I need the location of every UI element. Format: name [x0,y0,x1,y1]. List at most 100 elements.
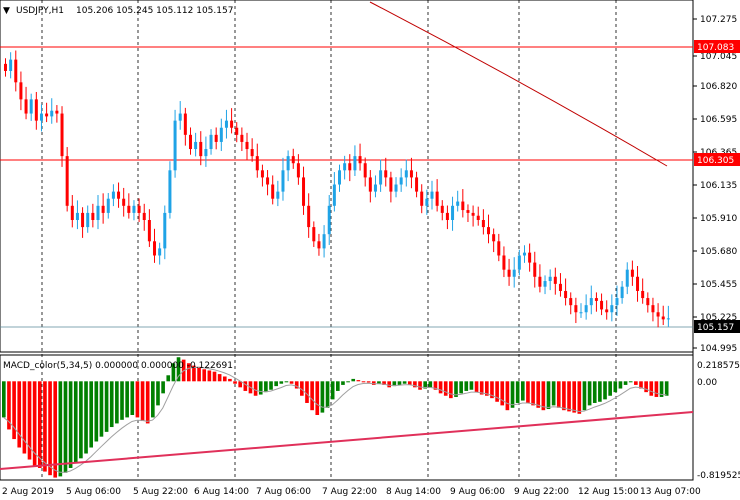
candle-body [245,141,249,150]
candle-body [204,149,208,157]
macd-bar [366,381,371,383]
macd-bar [644,381,648,393]
macd-bar [310,381,314,411]
macd-bar [572,381,577,413]
macd-bar [628,381,633,383]
macd-bar [618,381,623,389]
macd-indicator-label: MACD_color(5,34,5) 0.000000 0.000000 -0.… [3,361,233,371]
candle-body [430,191,434,199]
candle-body [476,215,480,220]
macd-bar [258,381,263,395]
candle-body [600,300,604,310]
price-tick-label: 106.135 [700,181,737,191]
candle-body [209,134,213,150]
time-tick-label: 13 Aug 07:00 [640,487,701,497]
price-level-label-2: 106.305 [694,153,740,166]
candle-body [512,269,516,277]
candle-body [219,127,223,142]
candle-body [528,252,532,263]
macd-trendline[interactable] [0,411,694,470]
candle-body [502,255,506,270]
macd-bar [479,381,484,395]
candle-body [471,212,475,216]
macd-bar [84,381,88,454]
symbol-dropdown-icon[interactable]: ▼ [3,6,10,16]
macd-bar [2,381,6,418]
macd-bar [520,381,525,401]
candle-body [404,170,408,178]
candle-body [117,191,121,199]
candle-body [75,212,79,220]
candle-body [574,305,578,313]
candle-body [168,170,172,213]
macd-bar [48,381,52,476]
candle-body [507,269,511,277]
macd-bar [361,381,366,383]
macd-bar [274,381,278,387]
candle-body [281,170,285,192]
macd-bar [541,381,546,411]
candle-body [379,170,383,185]
price-tick-label: 106.820 [700,82,737,92]
candle-body [147,220,151,242]
macd-bar [500,381,505,406]
candle-body [384,170,388,178]
moving-average-line[interactable] [369,1,668,167]
macd-bar [438,381,443,394]
candle-body [55,110,59,114]
macd-bar [212,371,217,382]
macd-bar [156,381,160,406]
macd-bar [27,381,32,460]
candle-body [343,163,347,171]
candle-body [394,184,398,192]
candle-body [91,212,95,220]
candle-body [178,113,182,121]
macd-bar [17,381,22,448]
time-axis: 2 Aug 2019 5 Aug 06:00 5 Aug 22:00 6 Aug 14… [2,487,701,497]
candle-body [558,283,562,291]
macd-bar [294,381,299,389]
candle-body [266,177,270,185]
candle-body [358,156,362,164]
macd-bar [104,381,109,432]
macd-bar [433,381,438,390]
macd-bar [171,363,176,382]
candle-body [625,269,629,287]
macd-bar [12,381,16,440]
candle-body [368,177,372,192]
candle-body [122,198,126,206]
price-tick-label: 105.455 [700,280,737,290]
candle-body [630,269,634,277]
macd-bar [89,381,93,448]
candle-body [445,212,449,220]
macd-bar [300,381,304,396]
candle-body [60,113,64,157]
candle-body [34,99,38,121]
candle-body [425,198,429,206]
candle-body [29,99,33,114]
macd-bar [413,381,417,388]
candle-body [440,205,444,213]
time-tick-label: 8 Aug 14:00 [386,487,441,497]
macd-bar [505,381,510,411]
candle-body [420,191,424,206]
macd-bar [233,381,237,384]
macd-bar [397,381,402,385]
candle-body [199,141,203,157]
macd-bar [556,381,561,408]
candle-body [615,298,619,306]
candle-body [312,227,316,242]
candle-body [183,113,187,135]
macd-bar [407,381,412,385]
symbol-timeframe: USDJPY,H1 [16,6,64,16]
macd-bar [197,366,201,382]
macd-bar [382,381,386,385]
macd-bar [577,381,582,414]
candle-body [610,305,614,313]
candle-body [605,309,609,313]
candle-body [291,156,295,164]
candle-body [127,205,131,213]
candle-body [553,276,557,284]
candle-body [230,120,234,128]
